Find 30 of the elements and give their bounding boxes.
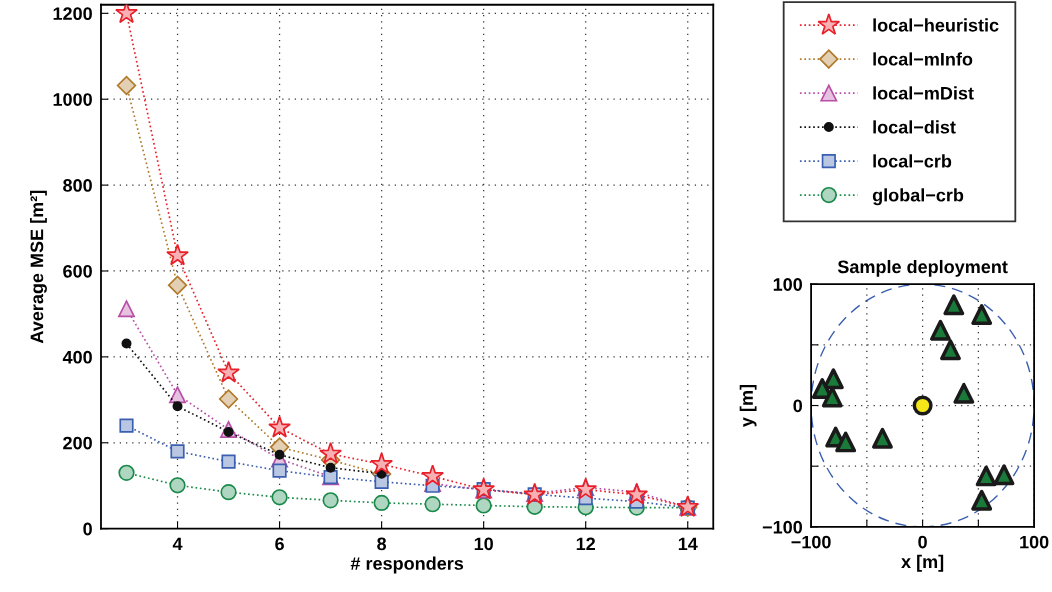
- y-tick-label: 100: [773, 278, 803, 291]
- x-tick-label: 10: [474, 537, 493, 551]
- legend-label: local−heuristic: [873, 18, 999, 32]
- y-tick-label: 600: [63, 264, 92, 278]
- y-tick-label: −100: [762, 520, 803, 534]
- x-axis-title: x [m]: [901, 554, 944, 572]
- legend-label: local−mDist: [873, 86, 974, 100]
- legend-label: local−mInfo: [873, 52, 973, 66]
- y-tick-label: 1000: [53, 93, 92, 106]
- y-axis-title: Average MSE [m²]: [30, 190, 47, 344]
- legend-label: local−dist: [873, 120, 956, 134]
- y-tick-label: 0: [793, 399, 803, 413]
- x-tick-label: 6: [275, 537, 284, 551]
- x-tick-label: 8: [377, 537, 387, 551]
- x-tick-label: 100: [1020, 535, 1049, 549]
- y-tick-label: 400: [62, 350, 92, 364]
- x-axis-title: # responders: [350, 556, 464, 574]
- x-tick-label: −100: [791, 535, 831, 549]
- y-tick-label: 0: [83, 522, 92, 536]
- chart-title: Sample deployment: [837, 259, 1008, 277]
- x-tick-label: 12: [576, 537, 596, 551]
- x-tick-label: 0: [918, 535, 927, 549]
- y-tick-label: 1200: [53, 7, 92, 21]
- x-tick-label: 4: [172, 537, 183, 551]
- legend-label: local−crb: [873, 154, 952, 168]
- y-axis-title: y [m]: [739, 384, 757, 427]
- legend-label: global−crb: [872, 188, 964, 206]
- y-tick-label: 200: [63, 436, 92, 450]
- y-tick-label: 800: [63, 179, 92, 192]
- x-tick-label: 14: [678, 537, 698, 551]
